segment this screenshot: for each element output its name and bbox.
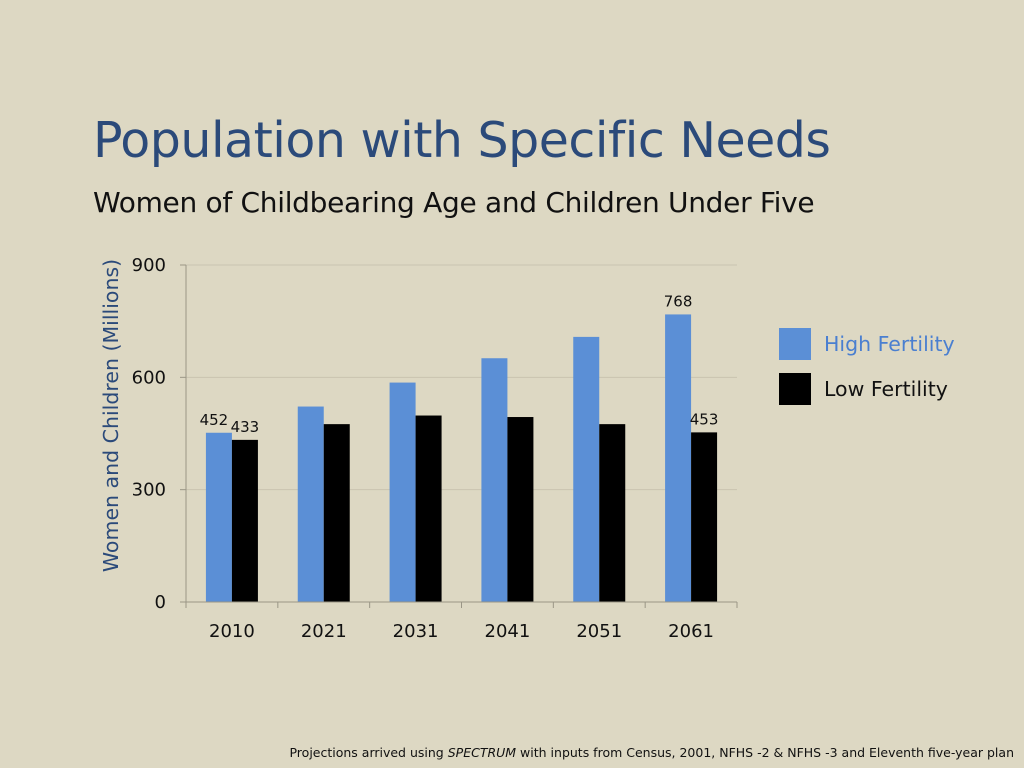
legend-label-low: Low Fertility (824, 377, 948, 401)
slide-subtitle: Women of Childbearing Age and Children U… (93, 186, 815, 219)
footnote-emphasis: SPECTRUM (447, 745, 517, 760)
y-tick-label-600: 600 (132, 367, 166, 388)
chart-legend: High Fertility Low Fertility (779, 328, 955, 418)
legend-swatch-high (779, 328, 811, 360)
legend-swatch-low (779, 373, 811, 405)
x-tick-label-2010: 2010 (209, 621, 255, 642)
bar-2061-series-1 (691, 432, 718, 602)
bar-2061-series-0 (665, 314, 692, 602)
bar-2051-series-1 (599, 424, 626, 602)
slide-title: Population with Specific Needs (93, 112, 831, 169)
bar-2010-series-0 (205, 432, 232, 602)
y-tick-label-900: 900 (132, 255, 166, 276)
axes (180, 264, 738, 608)
bar-2031-series-0 (389, 382, 416, 602)
footnote-text-end: with inputs from Census, 2001, NFHS -2 &… (516, 745, 1014, 760)
bar-2021-series-0 (297, 406, 324, 602)
bar-2031-series-1 (415, 415, 442, 602)
x-tick-label-2061: 2061 (668, 621, 714, 642)
bar-2021-series-1 (323, 424, 350, 602)
x-tick-label-2041: 2041 (485, 621, 531, 642)
data-label-2061-series-1: 453 (690, 410, 719, 428)
bar-2041-series-1 (507, 417, 534, 602)
footnote: Projections arrived using SPECTRUM with … (289, 745, 1014, 760)
bar-2051-series-0 (573, 336, 600, 602)
x-tick-label-2051: 2051 (576, 621, 622, 642)
bar-2010-series-1 (231, 439, 258, 602)
legend-item-low: Low Fertility (779, 373, 955, 405)
data-label-2010-series-1: 433 (231, 418, 260, 436)
data-label-2010-series-0: 452 (200, 411, 229, 429)
y-axis-title: Women and Children (Millions) (99, 259, 123, 572)
labels: 0 300 600 900 2010 2021 2031 2041 2051 2061 452 768… (99, 255, 718, 642)
x-tick-label-2031: 2031 (393, 621, 439, 642)
bars (205, 314, 718, 602)
bar-2041-series-0 (481, 358, 508, 602)
footnote-text-start: Projections arrived using (289, 745, 448, 760)
x-tick-label-2021: 2021 (301, 621, 347, 642)
legend-label-high: High Fertility (824, 332, 955, 356)
legend-item-high: High Fertility (779, 328, 955, 360)
y-tick-label-0: 0 (155, 592, 166, 613)
gridlines (186, 264, 737, 491)
y-tick-label-300: 300 (132, 480, 166, 501)
data-label-2061-series-0: 768 (664, 292, 693, 310)
